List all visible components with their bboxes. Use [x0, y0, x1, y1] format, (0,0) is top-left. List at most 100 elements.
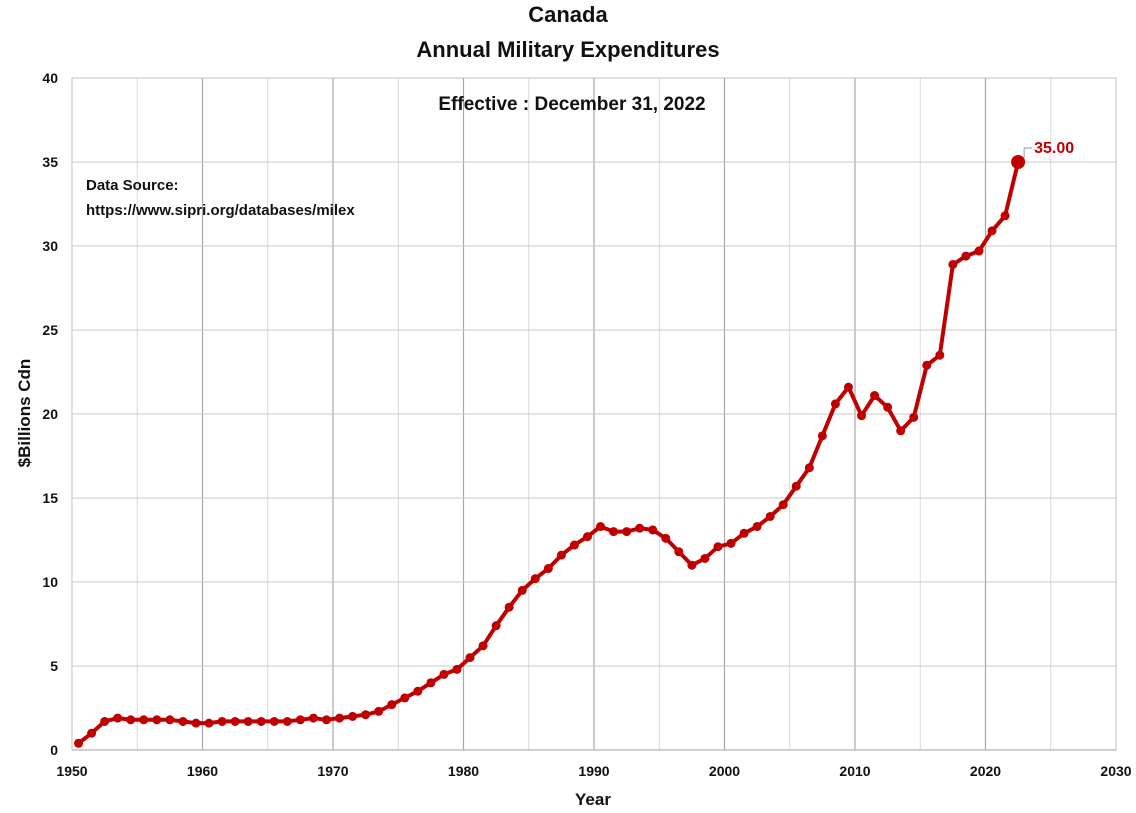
data-point — [543, 564, 553, 574]
data-point — [321, 715, 331, 725]
data-point — [609, 527, 619, 537]
data-point — [126, 715, 136, 725]
data-point — [165, 715, 175, 725]
data-point — [739, 528, 749, 538]
x-tick-label: 1980 — [448, 763, 479, 779]
data-point — [700, 553, 710, 563]
data-source-url: https://www.sipri.org/databases/milex — [86, 202, 355, 219]
last-value-label: 35.00 — [1034, 140, 1074, 157]
data-point — [987, 226, 997, 236]
data-point — [530, 574, 540, 584]
data-points — [74, 155, 1026, 748]
data-point — [152, 715, 162, 725]
data-point — [922, 360, 932, 370]
data-point — [974, 246, 984, 256]
data-point — [387, 700, 397, 710]
x-tick-label: 1960 — [187, 763, 218, 779]
data-point — [374, 706, 384, 716]
data-point — [726, 538, 736, 548]
data-point — [452, 664, 462, 674]
data-point — [804, 463, 814, 473]
y-tick-label: 25 — [42, 322, 58, 338]
x-axis-ticks: 1950 1960 1970 1980 1990 2000 2010 2020 2030 — [56, 763, 1131, 779]
x-tick-label: 1950 — [56, 763, 87, 779]
y-tick-label: 15 — [42, 490, 58, 506]
data-point — [909, 412, 919, 422]
x-tick-label: 2020 — [970, 763, 1001, 779]
x-tick-label: 2030 — [1100, 763, 1131, 779]
data-point — [178, 716, 188, 726]
data-point — [426, 678, 436, 688]
data-point — [883, 402, 893, 412]
y-axis-label: $Billions Cdn — [15, 359, 34, 468]
data-point — [504, 602, 514, 612]
series-line — [76, 160, 1021, 746]
y-tick-label: 35 — [42, 154, 58, 170]
data-point — [269, 716, 279, 726]
data-point — [635, 523, 645, 533]
x-tick-label: 1990 — [578, 763, 609, 779]
x-tick-label: 2000 — [709, 763, 740, 779]
plot-area — [71, 77, 1117, 751]
data-point — [843, 382, 853, 392]
data-point — [400, 693, 410, 703]
y-tick-label: 30 — [42, 238, 58, 254]
data-point — [830, 399, 840, 409]
data-point — [87, 728, 97, 738]
data-point — [517, 585, 527, 595]
data-point — [491, 621, 501, 631]
data-point — [361, 710, 371, 720]
data-point — [478, 641, 488, 651]
data-point — [74, 738, 84, 748]
data-point — [100, 716, 110, 726]
data-point — [687, 560, 697, 570]
data-point — [870, 391, 880, 401]
data-point — [465, 653, 475, 663]
data-point — [230, 716, 240, 726]
data-point — [961, 251, 971, 261]
data-point — [295, 715, 305, 725]
data-point — [935, 350, 945, 360]
data-point — [713, 542, 723, 552]
data-point — [282, 716, 292, 726]
data-point — [896, 426, 906, 436]
data-point — [622, 527, 632, 537]
data-point — [817, 431, 827, 441]
x-tick-label: 1970 — [317, 763, 348, 779]
data-point — [113, 713, 123, 723]
data-point — [413, 686, 423, 696]
data-point — [348, 711, 358, 721]
gridlines — [72, 78, 1116, 751]
y-tick-label: 5 — [50, 658, 58, 674]
y-tick-label: 10 — [42, 574, 58, 590]
data-point — [439, 669, 449, 679]
data-point — [857, 411, 867, 421]
data-point — [243, 716, 253, 726]
chart-title: Canada — [528, 2, 608, 27]
chart-subtitle: Annual Military Expenditures — [416, 37, 719, 62]
data-point — [335, 713, 345, 723]
data-point — [948, 259, 958, 269]
data-point — [674, 547, 684, 557]
y-tick-label: 20 — [42, 406, 58, 422]
data-point — [582, 532, 592, 542]
data-point — [778, 500, 788, 510]
data-point — [308, 713, 318, 723]
y-axis-ticks: 0 5 10 15 20 25 30 35 40 — [42, 70, 58, 758]
data-point-last — [1011, 155, 1026, 169]
data-point — [752, 522, 762, 532]
data-point — [191, 718, 201, 728]
data-point — [569, 540, 579, 550]
effective-date-note: Effective : December 31, 2022 — [438, 94, 705, 115]
data-point — [648, 525, 658, 535]
data-point — [1000, 211, 1010, 221]
x-axis-label: Year — [575, 790, 611, 809]
data-point — [217, 716, 227, 726]
data-source-label: Data Source: — [86, 177, 179, 194]
data-point — [204, 718, 214, 728]
data-point — [661, 533, 671, 543]
data-point — [556, 550, 566, 560]
data-point — [765, 511, 775, 521]
data-point — [139, 715, 149, 725]
